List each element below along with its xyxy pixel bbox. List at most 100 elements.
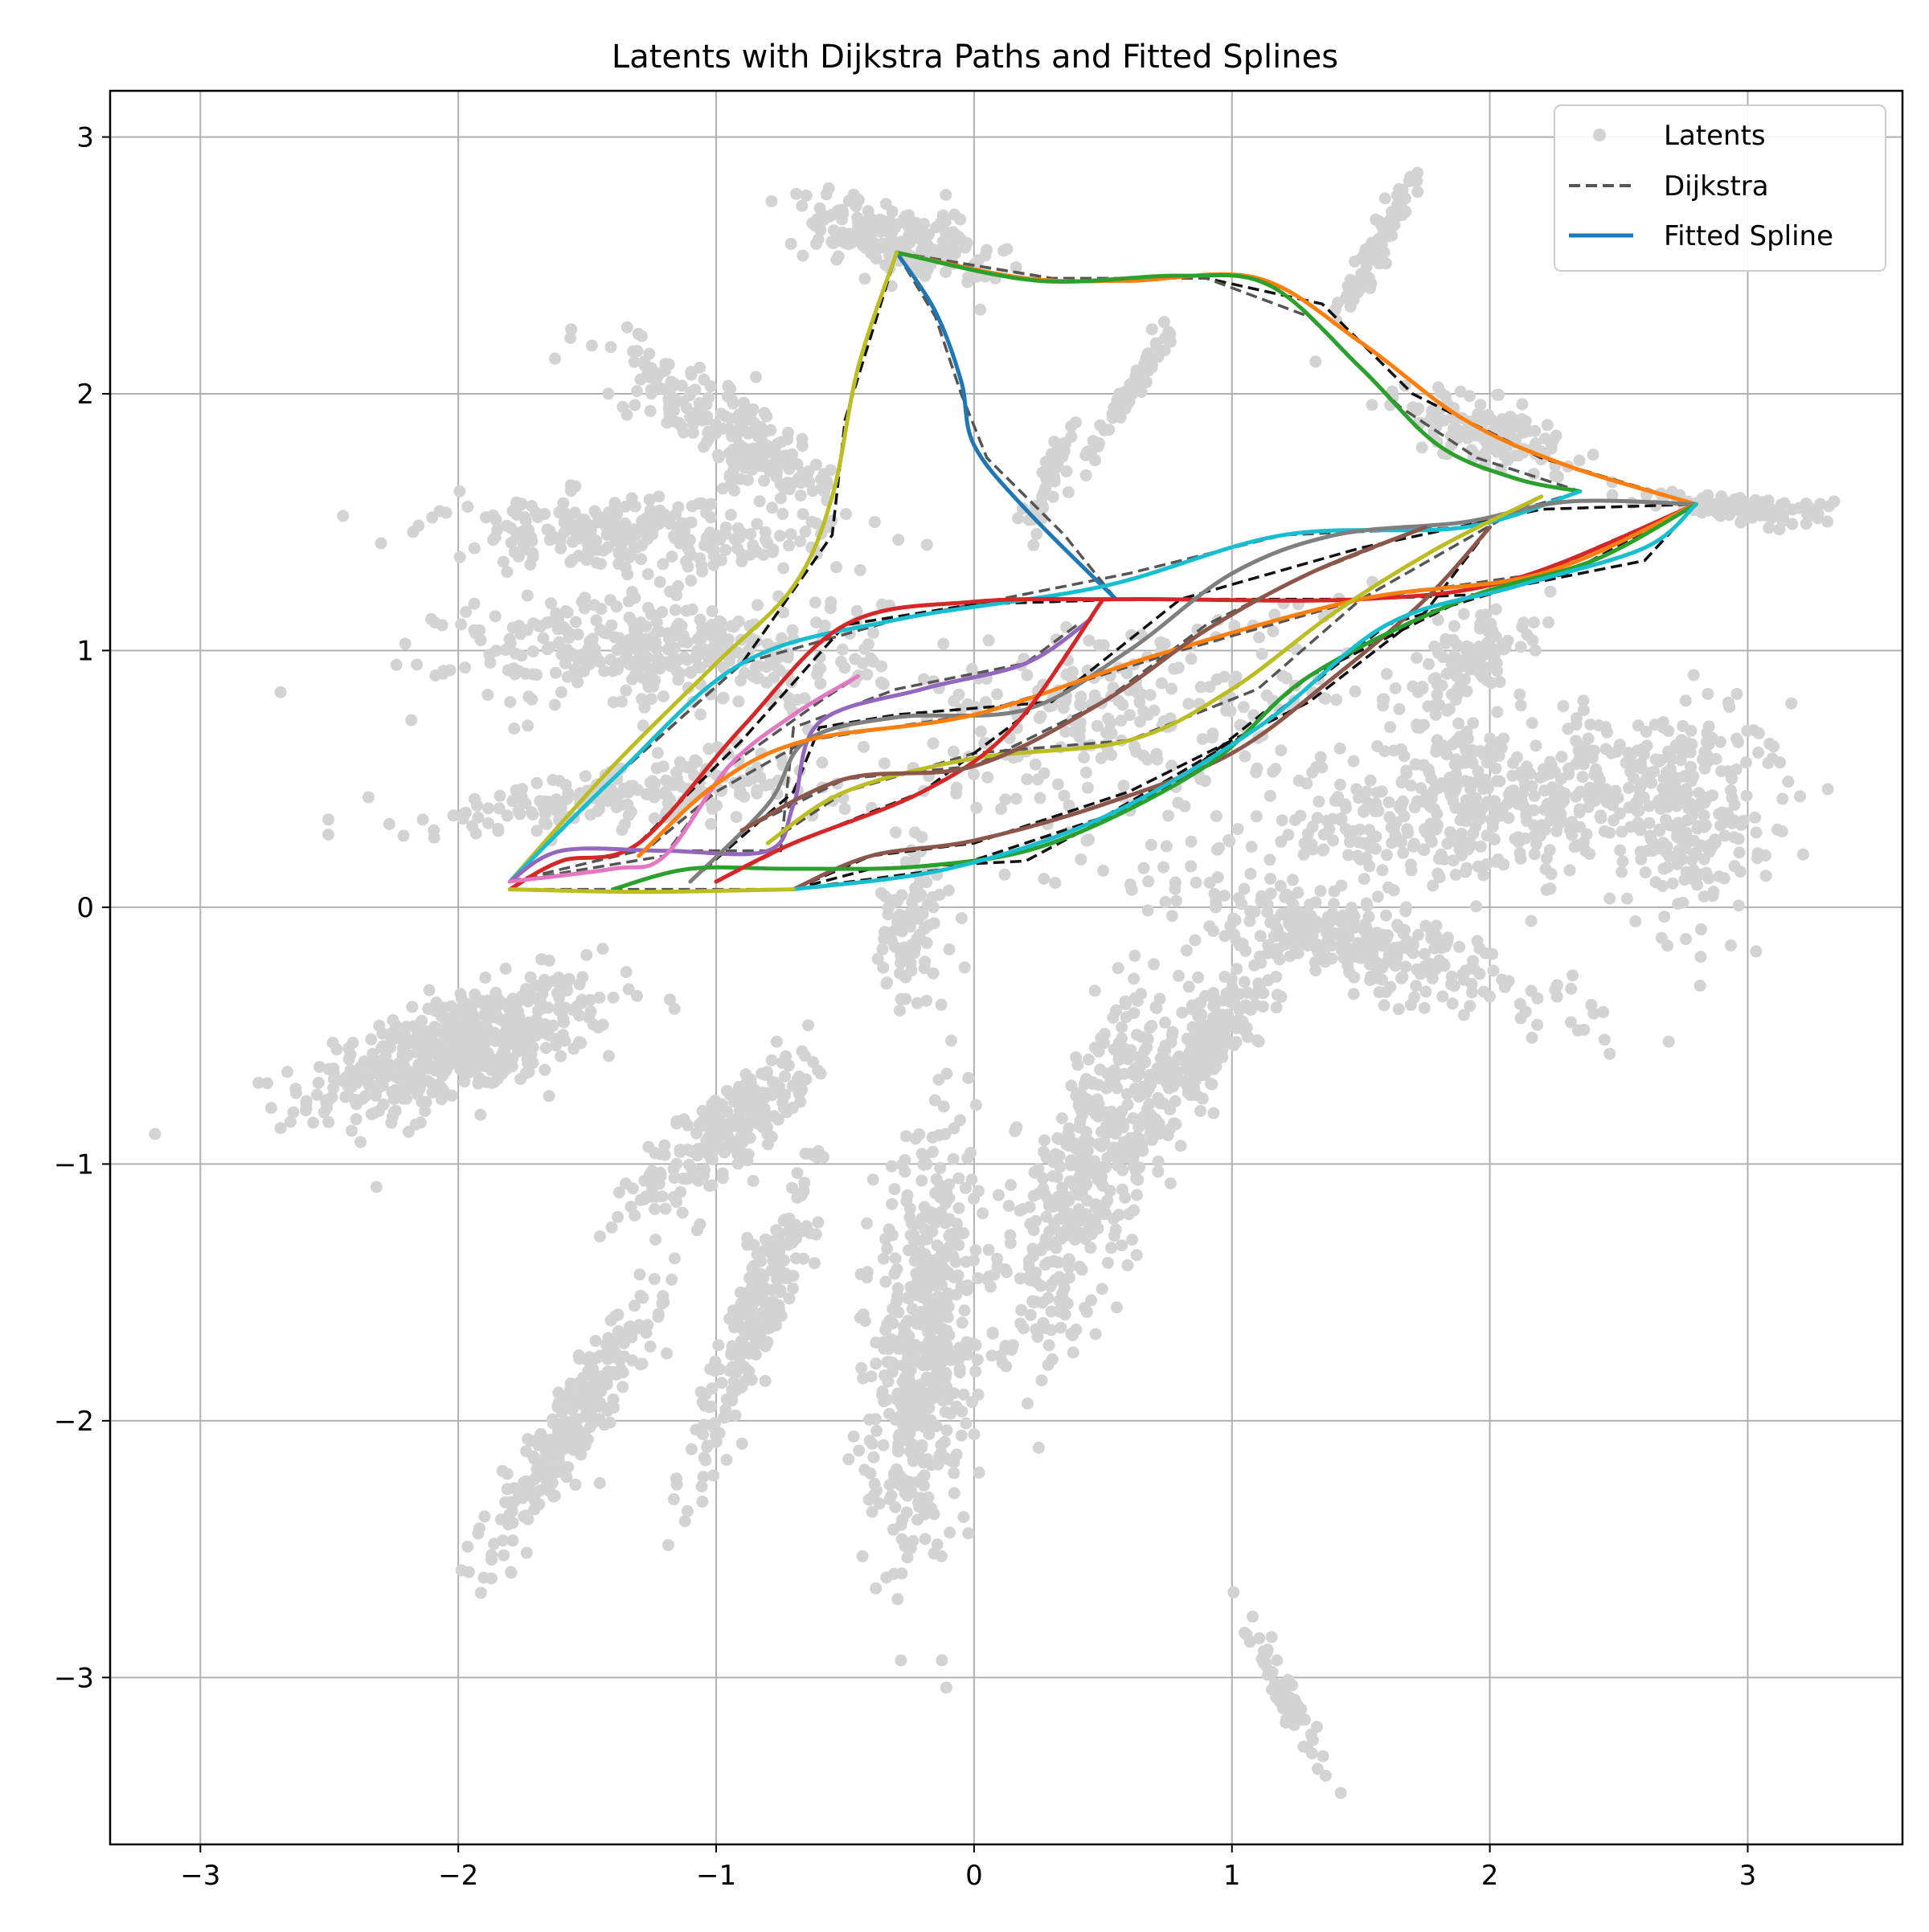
latent-point xyxy=(514,1073,526,1085)
latent-point xyxy=(549,699,561,711)
latent-point xyxy=(689,408,701,420)
latent-point xyxy=(1380,257,1392,269)
latent-point xyxy=(322,829,334,841)
latent-point xyxy=(702,433,715,445)
latent-point xyxy=(1555,751,1567,763)
latent-point xyxy=(1693,801,1705,813)
latent-point xyxy=(892,1443,904,1455)
latent-point xyxy=(697,1105,709,1117)
latent-point xyxy=(1734,866,1747,878)
latent-point xyxy=(403,1126,415,1138)
latent-point xyxy=(461,1541,473,1553)
latent-point xyxy=(368,1107,380,1119)
latent-point xyxy=(581,1403,593,1415)
latent-point xyxy=(933,1129,945,1141)
latent-point xyxy=(866,1506,878,1518)
latent-point xyxy=(1062,1195,1074,1207)
latent-point xyxy=(1282,829,1294,841)
latent-point xyxy=(969,1428,981,1440)
latent-point xyxy=(569,481,581,493)
latent-point xyxy=(1822,783,1834,795)
latent-point xyxy=(1705,501,1717,514)
latent-point xyxy=(697,1428,709,1440)
latent-point xyxy=(1023,1255,1035,1267)
latent-point xyxy=(503,1011,515,1023)
latent-point xyxy=(1450,753,1462,765)
latent-point xyxy=(742,1085,754,1097)
latent-point xyxy=(1231,963,1243,975)
latent-point xyxy=(524,559,536,571)
latent-point xyxy=(1148,958,1160,970)
latent-point xyxy=(1491,706,1503,718)
latent-point xyxy=(1228,929,1240,941)
latent-point xyxy=(909,1339,921,1351)
latent-point xyxy=(919,1533,932,1545)
latent-point xyxy=(1776,825,1788,837)
latent-point xyxy=(807,485,819,497)
latent-point xyxy=(494,802,506,814)
latent-point xyxy=(735,1287,747,1299)
latent-point xyxy=(301,1097,313,1109)
latent-point xyxy=(948,236,960,248)
latent-point xyxy=(1447,997,1459,1009)
latent-point xyxy=(1370,956,1382,968)
latent-point xyxy=(857,1373,869,1385)
latent-point xyxy=(780,1050,792,1062)
latent-point xyxy=(1113,1142,1125,1154)
latent-point xyxy=(414,1036,426,1048)
latent-point xyxy=(626,586,638,598)
latent-point xyxy=(736,1344,748,1356)
latent-point xyxy=(957,1511,969,1523)
latent-point xyxy=(1726,772,1738,784)
latent-point xyxy=(661,1348,673,1360)
latent-point xyxy=(1647,845,1659,857)
latent-point xyxy=(936,999,948,1011)
latent-point xyxy=(953,1202,965,1214)
latent-point xyxy=(620,562,632,574)
latent-point xyxy=(734,788,746,800)
latent-point xyxy=(940,1197,952,1210)
latent-point xyxy=(490,514,502,526)
latent-point xyxy=(525,972,537,984)
latent-point xyxy=(730,1364,742,1376)
latent-point xyxy=(1054,1295,1066,1307)
latent-point xyxy=(905,1542,917,1554)
latent-point xyxy=(904,1281,916,1293)
latent-point xyxy=(870,1425,883,1437)
latent-point xyxy=(798,1177,810,1189)
latent-point xyxy=(1476,862,1488,874)
latent-point xyxy=(1038,1134,1051,1146)
latent-point xyxy=(1289,918,1301,930)
latent-point xyxy=(973,1185,985,1197)
latent-point xyxy=(1219,1031,1231,1043)
latent-point xyxy=(1111,1124,1123,1136)
latent-point xyxy=(1153,1156,1165,1168)
latent-point xyxy=(940,1068,952,1080)
latent-point xyxy=(506,1567,518,1579)
latent-point xyxy=(1515,699,1527,711)
latent-point xyxy=(707,1469,719,1481)
latent-point xyxy=(1638,749,1650,761)
latent-point xyxy=(964,1147,977,1159)
latent-point xyxy=(642,568,654,580)
latent-point xyxy=(956,1316,969,1328)
latent-point xyxy=(754,495,766,507)
latent-point xyxy=(1080,469,1092,481)
latent-point xyxy=(1656,932,1668,944)
latent-point xyxy=(1579,739,1591,751)
latent-point xyxy=(526,500,538,512)
latent-point xyxy=(1763,522,1775,534)
latent-point xyxy=(910,1132,922,1144)
latent-point xyxy=(867,627,879,639)
latent-point xyxy=(465,998,477,1010)
latent-point xyxy=(888,1467,900,1480)
latent-point xyxy=(694,645,706,657)
latent-point xyxy=(452,1034,464,1046)
latent-point xyxy=(1076,1187,1088,1199)
latent-point xyxy=(567,554,579,566)
latent-point xyxy=(337,510,349,522)
latent-point xyxy=(719,1411,731,1423)
latent-point xyxy=(508,722,520,735)
